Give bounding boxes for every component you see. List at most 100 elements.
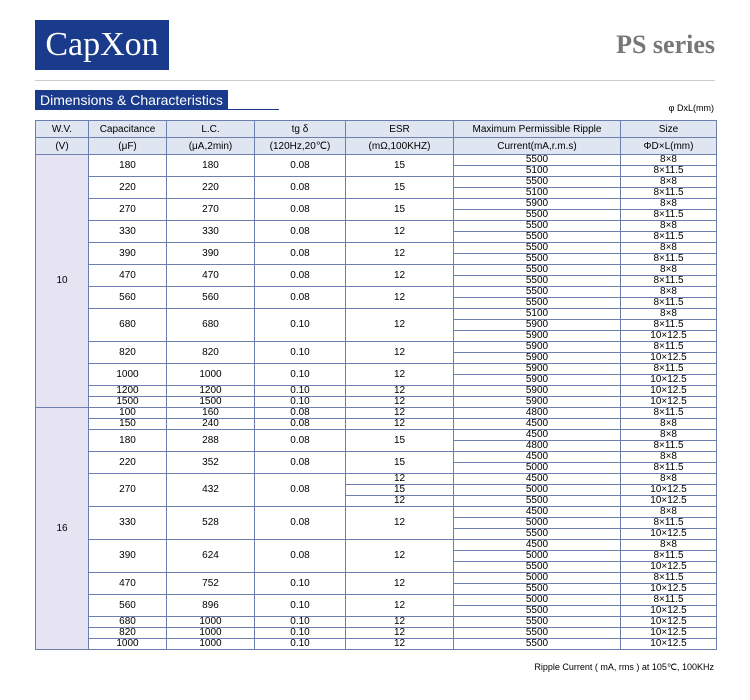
table-row: 390 390 0.08 12 5500 8×8 (36, 242, 717, 265)
table-row: 220 352 0.08 15 4500 8×8 (36, 451, 717, 474)
tg-cell: 0.10 (254, 638, 346, 650)
lc-cell: 820 (166, 341, 255, 364)
tg-cell: 0.10 (254, 572, 346, 595)
header-row: (V) (μF) (μA,2min) (120Hz,20℃) (mΩ,100KHZ) Cu… (35, 137, 717, 155)
section-title: Dimensions & Characteristics (35, 90, 228, 110)
ripple-cell: 5900 (453, 341, 621, 353)
cap-cell: 1000 (88, 363, 167, 386)
size-cell: 8×8 (620, 308, 717, 320)
cap-cell: 180 (88, 154, 167, 177)
column-header: Current(mA,r.m.s) (453, 137, 621, 155)
table-row: 560 560 0.08 12 5500 8×8 (36, 286, 717, 309)
table-row: 820 820 0.10 12 5900 8×11.5 (36, 341, 717, 364)
ripple-cell: 5900 (453, 198, 621, 210)
table-row: 1200 1200 0.10 12 5900 10×12.5 (36, 385, 717, 397)
cap-cell: 470 (88, 264, 167, 287)
esr-cell: 12 (345, 242, 454, 265)
rule (35, 109, 279, 110)
size-cell: 8×8 (620, 418, 717, 430)
ripple-cell: 5100 (453, 187, 621, 199)
esr-cell: 12 (345, 264, 454, 287)
tg-cell: 0.08 (254, 539, 346, 573)
ripple-cell: 5500 (453, 297, 621, 309)
column-header: ESR (345, 120, 454, 138)
tg-cell: 0.10 (254, 385, 346, 397)
ripple-cell: 5500 (453, 561, 621, 573)
table-row: 4800 8×11.5 (36, 440, 717, 452)
ripple-cell: 5500 (453, 154, 621, 166)
size-cell: 8×11.5 (620, 594, 717, 606)
esr-cell: 12 (345, 385, 454, 397)
esr-cell: 12 (345, 627, 454, 639)
esr-cell: 12 (345, 594, 454, 617)
esr-cell: 12 (345, 616, 454, 628)
ripple-cell: 5500 (453, 528, 621, 540)
ripple-cell: 4500 (453, 473, 621, 485)
table-row: 1500 1500 0.10 12 5900 10×12.5 (36, 396, 717, 408)
cap-cell: 470 (88, 572, 167, 595)
esr-cell: 12 (345, 638, 454, 650)
esr-cell: 12 (345, 407, 454, 419)
table-row: 390 624 0.08 12 4500 8×8 (36, 539, 717, 573)
size-cell: 10×12.5 (620, 484, 717, 496)
size-cell: 8×11.5 (620, 209, 717, 221)
cap-cell: 820 (88, 341, 167, 364)
ripple-cell: 5500 (453, 176, 621, 188)
ripple-cell: 5900 (453, 385, 621, 397)
size-cell: 8×8 (620, 220, 717, 232)
size-cell: 10×12.5 (620, 627, 717, 639)
table-row: 5500 8×11.5 (36, 253, 717, 265)
lc-cell: 352 (166, 451, 255, 474)
size-cell: 10×12.5 (620, 374, 717, 386)
column-header: (120Hz,20℃) (254, 137, 346, 155)
size-cell: 10×12.5 (620, 396, 717, 408)
spec-table: W.V. Capacitance L.C. tg δ ESR Maximum Permis… (35, 120, 717, 650)
cap-cell: 560 (88, 286, 167, 309)
ripple-cell: 5500 (453, 583, 621, 595)
size-cell: 8×8 (620, 473, 717, 485)
size-cell: 10×12.5 (620, 638, 717, 650)
esr-cell: 15 (345, 429, 454, 452)
ripple-cell: 5500 (453, 209, 621, 221)
esr-cell: 12 (345, 418, 454, 430)
tg-cell: 0.10 (254, 627, 346, 639)
tg-cell: 0.08 (254, 506, 346, 540)
lc-cell: 330 (166, 220, 255, 243)
table-row: 330 528 0.08 12 4500 8×8 (36, 506, 717, 540)
table-row: 5000 8×11.5 (36, 550, 717, 562)
lc-cell: 896 (166, 594, 255, 617)
size-cell: 8×11.5 (620, 407, 717, 419)
column-header: (μF) (88, 137, 167, 155)
ripple-cell: 5000 (453, 517, 621, 529)
size-cell: 8×11.5 (620, 297, 717, 309)
esr-cell: 12 (345, 363, 454, 386)
size-cell: 10×12.5 (620, 605, 717, 617)
ripple-cell: 5000 (453, 484, 621, 496)
ripple-cell: 5500 (453, 220, 621, 232)
size-cell: 8×11.5 (620, 341, 717, 353)
tg-cell: 0.08 (254, 286, 346, 309)
esr-cell: 12 (345, 286, 454, 309)
size-cell: 8×8 (620, 539, 717, 551)
ripple-cell: 5900 (453, 396, 621, 408)
size-cell: 8×8 (620, 242, 717, 254)
ripple-cell: 4500 (453, 429, 621, 441)
size-cell: 8×8 (620, 506, 717, 518)
table-row: 5100 8×11.5 (36, 187, 717, 199)
table-row: 5500 10×12.5 (36, 528, 717, 540)
column-header: tg δ (254, 120, 346, 138)
cap-cell: 820 (88, 627, 167, 639)
lc-cell: 160 (166, 407, 255, 419)
size-cell: 8×11.5 (620, 572, 717, 584)
size-cell: 10×12.5 (620, 583, 717, 595)
size-cell: 10×12.5 (620, 330, 717, 342)
column-header: L.C. (166, 120, 255, 138)
ripple-cell: 4500 (453, 451, 621, 463)
lc-cell: 680 (166, 308, 255, 342)
size-cell: 8×11.5 (620, 253, 717, 265)
series-title: PS series (616, 30, 715, 59)
tg-cell: 0.08 (254, 198, 346, 221)
table-row: 5500 8×11.5 (36, 275, 717, 287)
lc-cell: 752 (166, 572, 255, 595)
lc-cell: 1000 (166, 363, 255, 386)
